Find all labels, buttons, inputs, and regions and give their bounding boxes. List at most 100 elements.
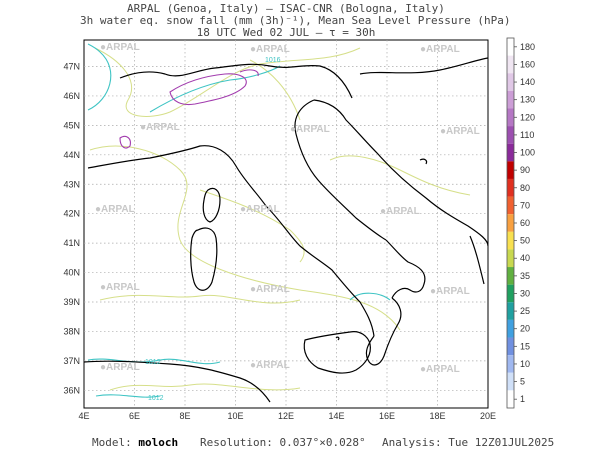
colorbar-segment — [507, 284, 514, 303]
longitude-label: 6E — [129, 411, 140, 421]
colorbar-segment — [507, 196, 514, 215]
colorbar-segment — [507, 161, 514, 179]
colorbar-label: 20 — [520, 324, 530, 334]
resolution-value: 0.037°×0.028° — [279, 436, 366, 449]
watermark-text: ●ARPAL — [250, 44, 290, 55]
watermark-text: ●ARPAL — [240, 204, 280, 215]
longitude-label: 16E — [379, 411, 395, 421]
watermark-text: ●ARPAL — [290, 124, 330, 135]
lat-lon-grid — [84, 40, 488, 408]
model-value: moloch — [138, 436, 179, 449]
title-line-2: 3h water eq. snow fall (mm (3h)⁻¹), Mean… — [80, 14, 511, 27]
latitude-label: 43N — [63, 179, 80, 189]
footer-model: Model: moloch — [92, 436, 178, 449]
watermark-group: ●ARPAL ●ARPAL ●ARPAL ●ARPAL ●ARPAL ●ARPAL ●ARP… — [95, 42, 480, 375]
colorbar-segment — [507, 90, 514, 109]
isobar-label: 1016 — [265, 57, 281, 64]
watermark-text: ●ARPAL — [100, 42, 140, 53]
title-line-3: 18 UTC Wed 02 JUL — τ = 30h — [196, 26, 376, 39]
colorbar-label: 90 — [520, 165, 530, 175]
colorbar-segment — [507, 355, 514, 373]
analysis-value: Tue 12Z01JUL2025 — [448, 436, 555, 449]
colorbar-label: 180 — [520, 42, 535, 52]
colorbar-label: 120 — [520, 112, 535, 122]
colorbar-label: 70 — [520, 200, 530, 210]
colorbar-label: 5 — [520, 377, 525, 387]
colorbar-label: 130 — [520, 95, 535, 105]
latitude-label: 38N — [63, 326, 80, 336]
colorbar-label: 60 — [520, 218, 530, 228]
watermark-text: ●ARPAL — [420, 364, 460, 375]
colorbar-label: 25 — [520, 306, 530, 316]
colorbar-label: 50 — [520, 236, 530, 246]
longitude-label: 4E — [78, 411, 89, 421]
colorbar-segment — [507, 337, 514, 356]
colorbar-label: 10 — [520, 359, 530, 369]
watermark-text: ●ARPAL — [250, 284, 290, 295]
watermark-text: ●ARPAL — [430, 286, 470, 297]
watermark-text: ●ARPAL — [100, 282, 140, 293]
isobar-label: 1012 — [148, 395, 164, 402]
longitude-label: 12E — [278, 411, 294, 421]
footer-resolution: Resolution: 0.037°×0.028° — [200, 436, 366, 449]
watermark-text: ●ARPAL — [380, 206, 420, 217]
model-label: Model: — [92, 436, 132, 449]
watermark-text: ●ARPAL — [250, 360, 290, 371]
colorbar-segment — [507, 267, 514, 285]
colorbar-segment — [507, 73, 514, 91]
colorbar-segment — [507, 214, 514, 232]
colorbar-segment — [507, 178, 514, 197]
colorbar-segment — [507, 319, 514, 338]
watermark-text: ●ARPAL — [420, 44, 460, 55]
colorbar-segment — [507, 126, 514, 144]
latitude-label: 42N — [63, 209, 80, 219]
isobar-contours — [87, 43, 391, 398]
colorbar-label: 30 — [520, 288, 530, 298]
longitude-label: 14E — [328, 411, 344, 421]
colorbar-label: 160 — [520, 59, 535, 69]
longitude-label: 20E — [480, 411, 496, 421]
isobar-label: 1012 — [145, 359, 161, 366]
footer-analysis: Analysis: Tue 12Z01JUL2025 — [382, 436, 554, 449]
latitude-label: 40N — [63, 268, 80, 278]
longitude-labels: 4E 6E 8E 10E 12E 14E 16E 18E 20E — [78, 411, 496, 421]
colorbar-segment — [507, 390, 514, 408]
latitude-label: 44N — [63, 150, 80, 160]
colorbar-label: 100 — [520, 148, 535, 158]
colorbar: 1801601401301201101009080706050403530252… — [506, 37, 535, 409]
colorbar-label: 140 — [520, 77, 535, 87]
watermark-text: ●ARPAL — [140, 122, 180, 133]
colorbar-segment — [507, 372, 514, 391]
latitude-label: 39N — [63, 297, 80, 307]
alps-snow-contours — [119, 69, 259, 149]
latitude-label: 45N — [63, 120, 80, 130]
title-line-1: ARPAL (Genoa, Italy) — ISAC-CNR (Bologna… — [127, 2, 445, 15]
latitude-label: 36N — [63, 385, 80, 395]
watermark-text: ●ARPAL — [440, 126, 480, 137]
longitude-label: 8E — [179, 411, 190, 421]
colorbar-segment — [507, 38, 514, 56]
colorbar-segment — [507, 249, 514, 268]
colorbar-label: 35 — [520, 271, 530, 281]
colorbar-label: 40 — [520, 253, 530, 263]
latitude-label: 41N — [63, 238, 80, 248]
colorbar-label: 80 — [520, 183, 530, 193]
longitude-label: 18E — [429, 411, 445, 421]
colorbar-segment — [507, 143, 514, 162]
colorbar-segment — [507, 302, 514, 320]
latitude-label: 37N — [63, 356, 80, 366]
colorbar-segment — [507, 108, 514, 127]
resolution-label: Resolution: — [200, 436, 273, 449]
watermark-text: ●ARPAL — [95, 204, 135, 215]
latitude-labels: 47N 46N 45N 44N 43N 42N 41N 40N 39N 38N 37N 36N — [63, 61, 80, 395]
latitude-label: 47N — [63, 61, 80, 71]
latitude-label: 46N — [63, 91, 80, 101]
longitude-label: 10E — [227, 411, 243, 421]
coastlines — [83, 57, 489, 403]
colorbar-label: 1 — [520, 394, 525, 404]
watermark-text: ●ARPAL — [100, 362, 140, 373]
colorbar-segment — [507, 55, 514, 74]
snowfall-contours — [89, 47, 471, 391]
colorbar-label: 15 — [520, 341, 530, 351]
